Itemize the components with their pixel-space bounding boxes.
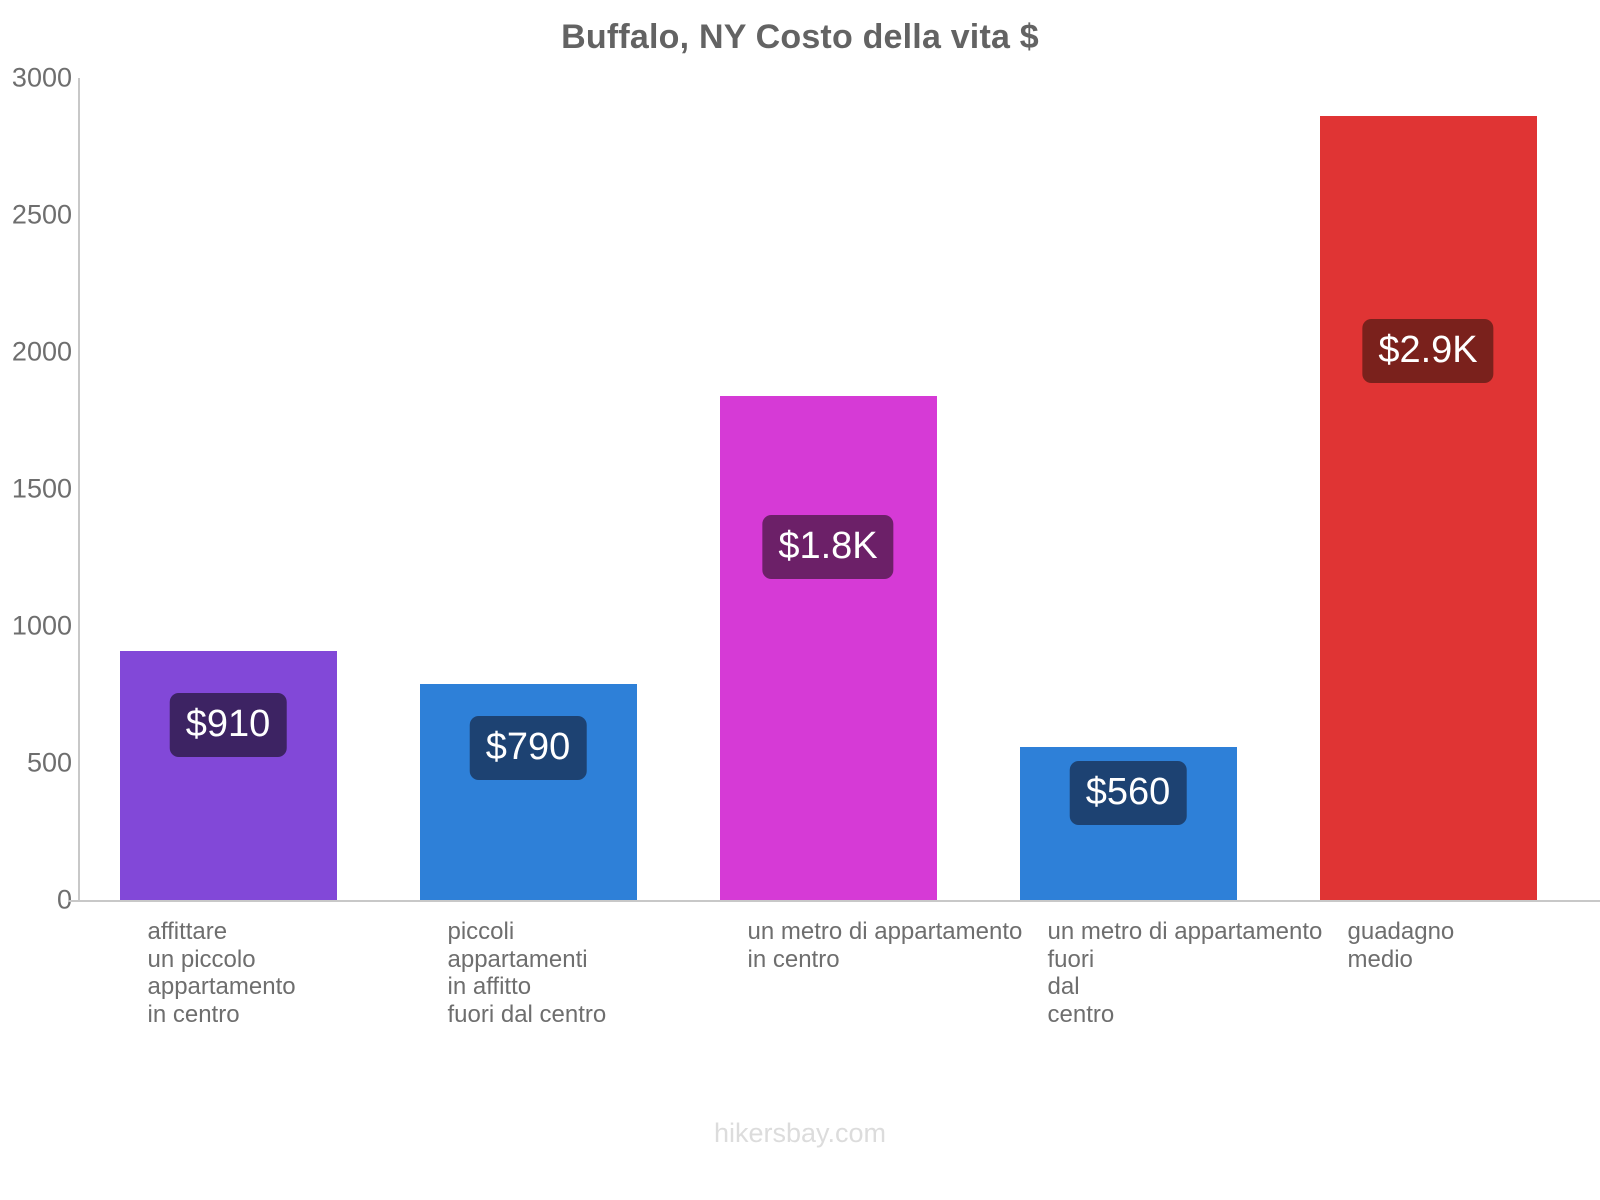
bar-group: $790 xyxy=(419,78,637,900)
category-label-line: dal xyxy=(1047,973,1080,1000)
x-axis-category-label: un metro di appartamento in centro xyxy=(748,918,1023,973)
category-label-line: un metro di appartamento xyxy=(747,918,1023,945)
y-axis-tick-label: 0 xyxy=(56,884,72,915)
category-label-line: un piccolo xyxy=(147,945,256,973)
x-axis-category-label: guadagno medio xyxy=(1348,918,1455,973)
bar-group: $2.9K xyxy=(1319,78,1537,900)
y-axis-line xyxy=(78,78,80,900)
x-axis-baseline xyxy=(68,900,1600,902)
y-axis-tick-label: 500 xyxy=(26,747,72,778)
category-label-line: un metro di appartamento xyxy=(1047,918,1323,945)
bar-value-label: $910 xyxy=(169,693,287,758)
y-axis-tick-label: 3000 xyxy=(11,62,72,93)
bar-group: $1.8K xyxy=(719,78,937,900)
category-label-line: guadagno xyxy=(1347,918,1455,945)
category-label-line: piccoli xyxy=(447,918,515,945)
category-label-line: appartamenti xyxy=(447,945,588,973)
bar[interactable] xyxy=(719,395,937,900)
category-label-line: appartamento xyxy=(147,973,296,1000)
bar-group: $560 xyxy=(1019,78,1237,900)
y-axis-tick-label: 1000 xyxy=(11,610,72,641)
plot-area: $910 $790 $1.8K $560 $2.9K xyxy=(78,78,1578,900)
x-axis-category-label: affittare un piccolo appartamento in centro xyxy=(148,918,296,1028)
bar-value-label: $2.9K xyxy=(1362,319,1494,384)
category-label-line: affittare xyxy=(147,918,228,945)
x-axis-category-label: piccoli appartamenti in affitto fuori dal c… xyxy=(448,918,607,1028)
bar-group: $910 xyxy=(119,78,337,900)
chart-title: Buffalo, NY Costo della vita $ xyxy=(561,18,1039,56)
watermark-hikersbay: hikersbay.com xyxy=(713,1118,887,1148)
bar-value-label: $1.8K xyxy=(762,515,894,580)
category-label-line: fuori dal centro xyxy=(447,1000,607,1028)
bar-value-label: $790 xyxy=(469,716,587,781)
category-label-line: in centro xyxy=(147,1000,240,1028)
category-label-line: in affitto xyxy=(447,973,532,1000)
bar[interactable] xyxy=(119,650,337,900)
y-axis-tick-label: 1500 xyxy=(11,473,72,504)
category-label-line: centro xyxy=(1047,1000,1115,1028)
y-axis-tick-label: 2000 xyxy=(11,336,72,367)
y-axis-tick-labels: 0 500 1000 1500 2000 2500 3000 xyxy=(0,0,72,1200)
category-label-line: medio xyxy=(1347,945,1413,973)
category-label-line: fuori xyxy=(1047,945,1095,973)
bar-value-label: $560 xyxy=(1069,760,1187,825)
y-axis-tick-label: 2500 xyxy=(11,199,72,230)
category-label-line: in centro xyxy=(747,945,840,973)
bar[interactable] xyxy=(1319,116,1537,900)
x-axis-category-label: un metro di appartamento fuori dal centro xyxy=(1048,918,1323,1028)
